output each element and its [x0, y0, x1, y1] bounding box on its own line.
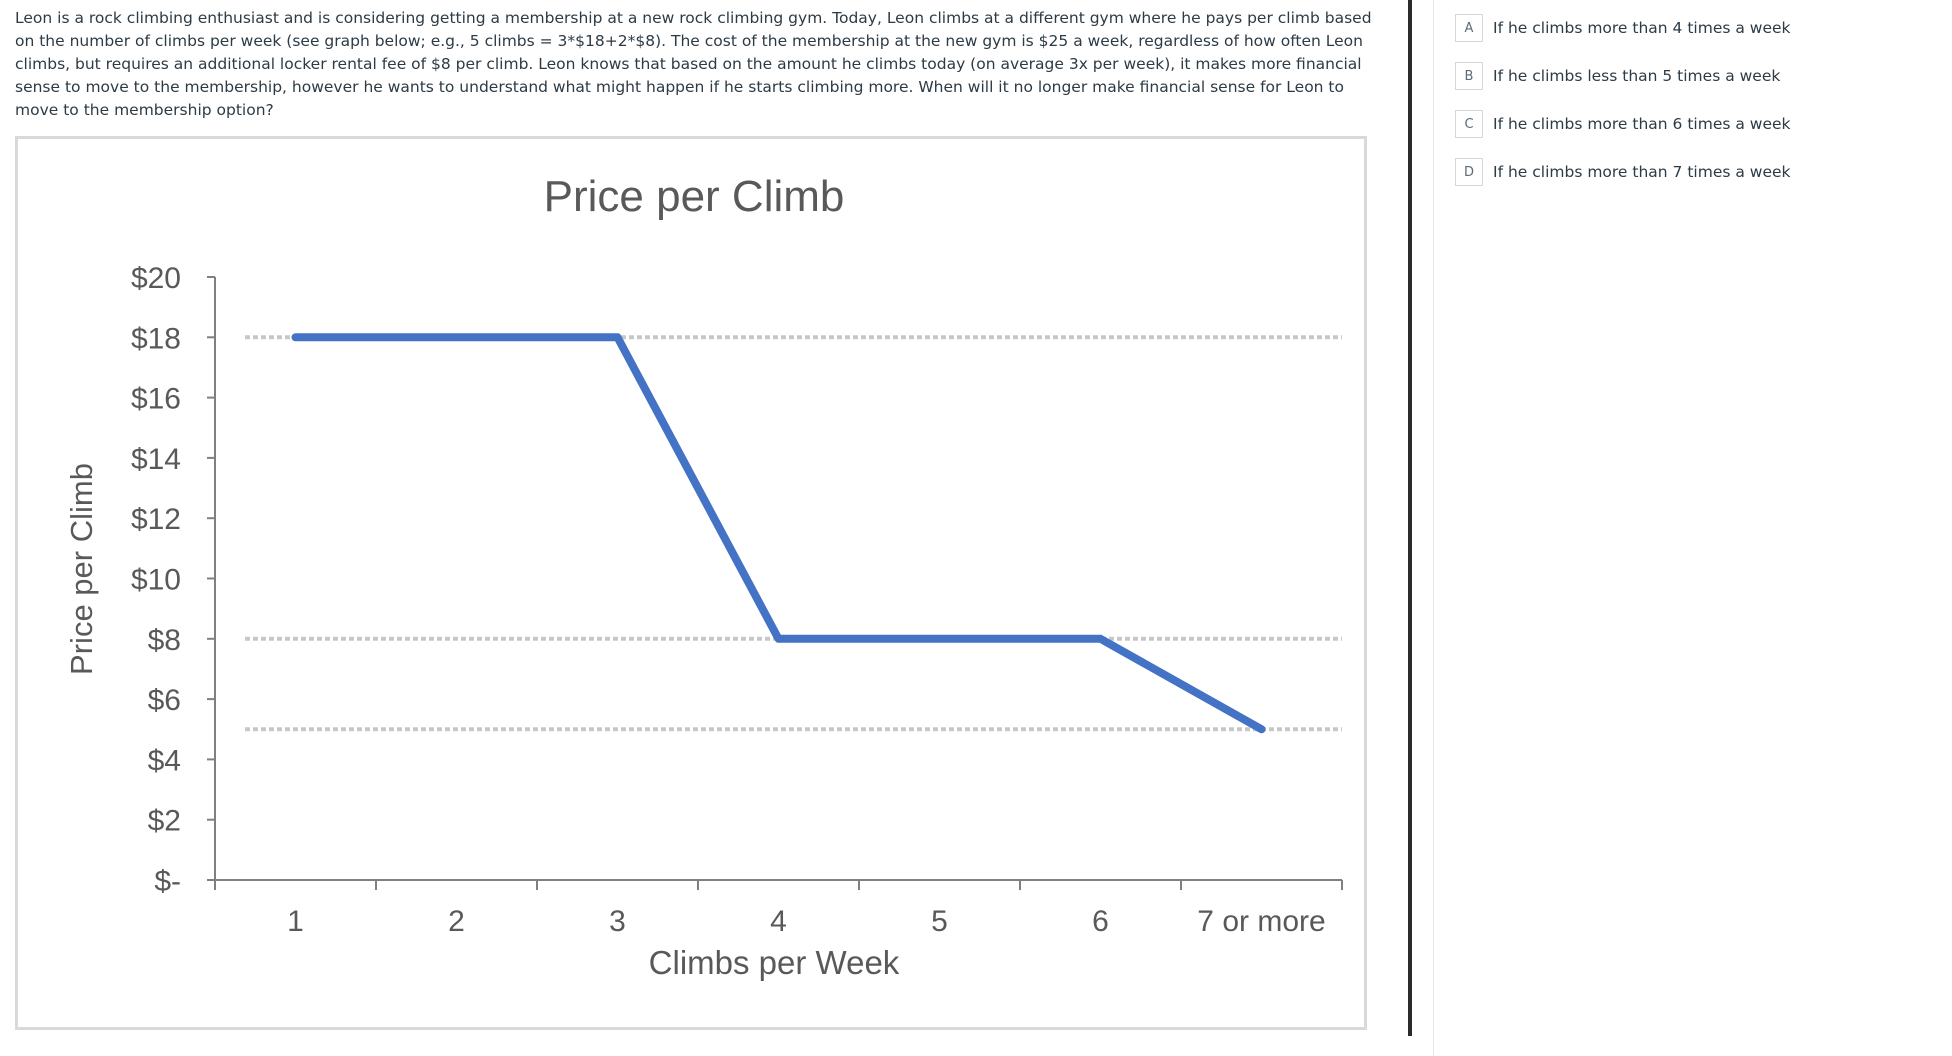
answer-option-a[interactable]: A If he climbs more than 4 times a week: [1455, 10, 1935, 46]
y-tick-label: $6: [148, 684, 181, 717]
y-tick-label: $8: [148, 624, 181, 657]
data-point: [1258, 725, 1265, 733]
chart-title: Price per Climb: [544, 172, 845, 221]
data-point: [775, 635, 782, 643]
chart-figure: Price per Climb Price per Climb Climbs p…: [15, 136, 1367, 1030]
chart-x-axis-label: Climbs per Week: [649, 944, 900, 981]
y-tick-label: $16: [131, 383, 181, 416]
panel-divider: [1408, 0, 1412, 1036]
x-tick-label: 1: [287, 905, 304, 938]
answer-option-c[interactable]: C If he climbs more than 6 times a week: [1455, 106, 1935, 142]
data-point: [292, 333, 299, 341]
answer-letter: D: [1455, 158, 1483, 186]
x-tick-label: 4: [770, 905, 787, 938]
y-tick-label: $20: [131, 262, 181, 295]
answer-text: If he climbs more than 4 times a week: [1493, 19, 1791, 37]
answer-text: If he climbs more than 7 times a week: [1493, 163, 1791, 181]
answer-letter: B: [1455, 62, 1483, 90]
y-tick-label: $4: [148, 744, 181, 777]
x-tick-label: 7 or more: [1197, 905, 1325, 938]
x-tick-label: 3: [609, 905, 626, 938]
answer-letter: A: [1455, 14, 1483, 42]
answer-letter: C: [1455, 110, 1483, 138]
answer-options: A If he climbs more than 4 times a week …: [1455, 10, 1935, 202]
price-per-climb-chart: Price per Climb Price per Climb Climbs p…: [64, 172, 1343, 981]
y-tick-label: $-: [154, 865, 181, 898]
y-tick-label: $12: [131, 503, 181, 536]
question-text: Leon is a rock climbing enthusiast and i…: [15, 9, 1372, 119]
data-point: [453, 333, 460, 341]
y-tick-label: $10: [131, 564, 181, 597]
series-line: [291, 333, 1266, 734]
y-tick-label: $2: [148, 805, 181, 838]
x-tick-label: 6: [1092, 905, 1109, 938]
chart-plot-area: $- $2 $4 $6 $8 $10 $12 $14 $16 $18 $20 1 2 3 4 5 6 7 or m…: [131, 262, 1343, 938]
answer-text: If he climbs less than 5 times a week: [1493, 67, 1781, 85]
chart-y-axis-label: Price per Climb: [64, 463, 99, 675]
x-tick-label: 5: [931, 905, 948, 938]
y-tick-label: $18: [131, 322, 181, 355]
data-point: [614, 333, 621, 341]
answer-text: If he climbs more than 6 times a week: [1493, 115, 1791, 133]
answer-option-d[interactable]: D If he climbs more than 7 times a week: [1455, 154, 1935, 190]
panel-divider-light: [1433, 0, 1434, 1056]
data-point: [1097, 635, 1104, 643]
x-tick-label: 2: [448, 905, 465, 938]
data-point: [936, 635, 943, 643]
y-tick-label: $14: [131, 443, 181, 476]
answer-option-b[interactable]: B If he climbs less than 5 times a week: [1455, 58, 1935, 94]
